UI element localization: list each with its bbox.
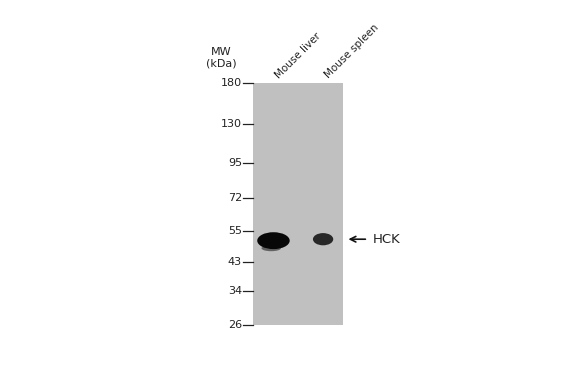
- Text: 95: 95: [228, 158, 242, 168]
- Ellipse shape: [257, 232, 290, 249]
- Bar: [253, 83, 343, 325]
- Text: 55: 55: [228, 226, 242, 236]
- Text: HCK: HCK: [372, 233, 400, 246]
- Text: 130: 130: [221, 119, 242, 129]
- Text: Mouse spleen: Mouse spleen: [323, 23, 381, 80]
- Ellipse shape: [261, 245, 281, 251]
- Ellipse shape: [313, 233, 333, 245]
- Text: 72: 72: [228, 193, 242, 203]
- Text: Mouse liver: Mouse liver: [274, 31, 323, 80]
- Text: MW
(kDa): MW (kDa): [206, 47, 237, 69]
- Text: 43: 43: [228, 257, 242, 267]
- Text: 180: 180: [221, 78, 242, 88]
- Text: 34: 34: [228, 286, 242, 296]
- Text: 26: 26: [228, 320, 242, 330]
